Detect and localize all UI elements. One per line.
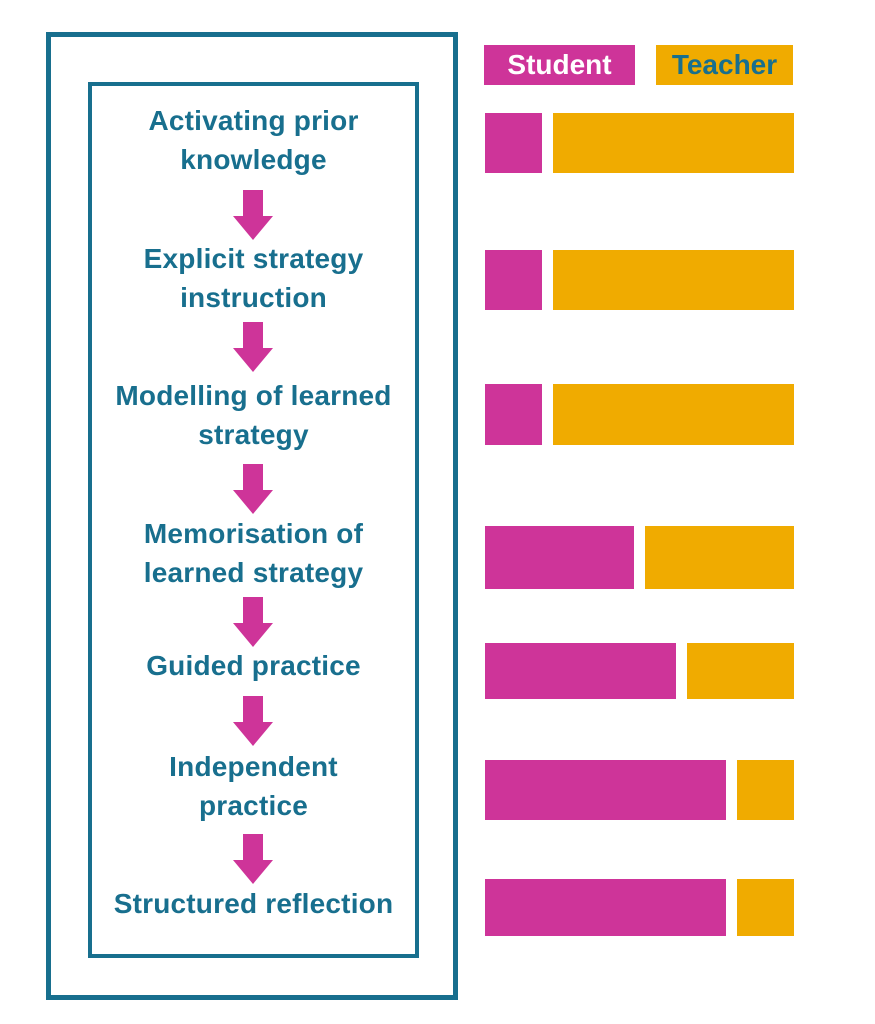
- stage-label-line: Modelling of learned: [115, 380, 392, 411]
- flowchart-outer-border: [46, 32, 458, 1000]
- stage-label: Structured reflection: [88, 884, 419, 923]
- down-arrow-icon: [233, 597, 273, 647]
- stage-label-line: Explicit strategy: [143, 243, 364, 274]
- down-arrow-icon: [233, 464, 273, 514]
- bar-row: [485, 250, 794, 310]
- stage-label-line: knowledge: [180, 144, 327, 175]
- stage-label-line: practice: [199, 790, 308, 821]
- stage-label-line: Structured reflection: [113, 888, 394, 919]
- student-bar-segment: [485, 250, 542, 310]
- stage-label: Explicit strategy instruction: [88, 239, 419, 317]
- teacher-bar-segment: [552, 384, 794, 445]
- student-bar-segment: [485, 384, 542, 445]
- stage-label-line: strategy: [198, 419, 309, 450]
- teacher-bar-segment: [737, 879, 794, 936]
- bar-row: [485, 113, 794, 173]
- legend-student-badge: Student: [484, 45, 635, 85]
- stage-label-line: Guided practice: [146, 650, 361, 681]
- stage-label-line: Memorisation of: [143, 518, 364, 549]
- stage-label-line: Independent: [169, 751, 338, 782]
- stage-label: Memorisation of learned strategy: [88, 514, 419, 592]
- stage-label-line: learned strategy: [143, 557, 364, 588]
- stacked-bars-layer: [485, 0, 794, 1024]
- bar-row: [485, 526, 794, 589]
- bar-row: [485, 760, 794, 820]
- student-bar-segment: [485, 879, 727, 936]
- stage-label: Activating prior knowledge: [88, 101, 419, 179]
- teacher-bar-segment: [552, 113, 794, 173]
- legend-teacher-badge: Teacher: [656, 45, 793, 85]
- teacher-bar-segment: [645, 526, 794, 589]
- bar-row: [485, 643, 794, 699]
- student-bar-segment: [485, 760, 727, 820]
- stage-label: Independent practice: [88, 747, 419, 825]
- down-arrow-icon: [233, 322, 273, 372]
- teacher-bar-segment: [686, 643, 794, 699]
- teacher-bar-segment: [552, 250, 794, 310]
- bar-row: [485, 384, 794, 445]
- down-arrow-icon: [233, 834, 273, 884]
- bar-row: [485, 879, 794, 936]
- student-bar-segment: [485, 526, 634, 589]
- stage-label: Modelling of learned strategy: [88, 376, 419, 454]
- teacher-bar-segment: [737, 760, 794, 820]
- student-bar-segment: [485, 113, 542, 173]
- stage-label-line: Activating prior: [148, 105, 359, 136]
- down-arrow-icon: [233, 190, 273, 240]
- stage-label-line: instruction: [180, 282, 327, 313]
- student-bar-segment: [485, 643, 676, 699]
- flowchart-inner-border: [88, 82, 419, 958]
- stage-label: Guided practice: [88, 646, 419, 685]
- down-arrow-icon: [233, 696, 273, 746]
